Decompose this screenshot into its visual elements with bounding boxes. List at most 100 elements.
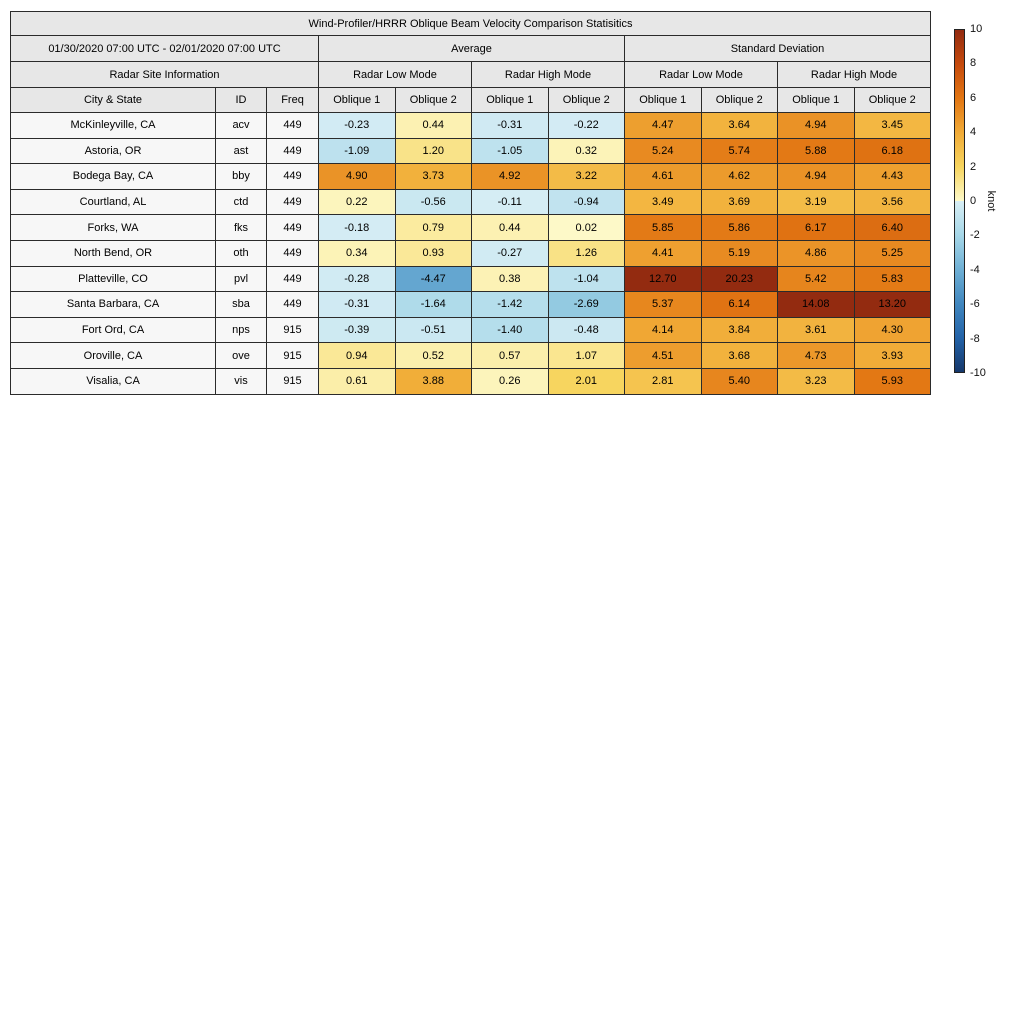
id-cell: pvl [215, 265, 267, 293]
value-cell: 4.73 [777, 342, 855, 369]
freq-cell: 915 [266, 367, 319, 395]
value-cell: -0.27 [471, 239, 549, 267]
value-cell: 0.26 [471, 367, 549, 395]
city-cell: Astoria, OR [10, 137, 216, 165]
value-cell: -1.42 [471, 291, 549, 318]
colorbar-tick-label: 2 [970, 160, 977, 173]
value-cell: 5.83 [853, 265, 931, 293]
value-cell: 3.22 [547, 163, 625, 190]
table-row: Courtland, AL ctd 449 0.22 -0.56 -0.11 -0.94 3.… [10, 188, 931, 216]
freq-cell: 449 [266, 214, 319, 241]
table-row: Oroville, CA ove 915 0.94 0.52 0.57 1.07 4.51 3.… [10, 342, 931, 369]
value-cell: 0.79 [394, 214, 472, 241]
value-cell: 3.23 [777, 367, 855, 395]
value-cell: -1.04 [547, 265, 625, 293]
date-range: 01/30/2020 07:00 UTC - 02/01/2020 07:00 … [10, 35, 319, 62]
city-cell: Forks, WA [10, 214, 216, 241]
colorbar-tick-label: -10 [970, 367, 986, 379]
id-cell: oth [215, 239, 267, 267]
value-cell: 3.88 [394, 367, 472, 395]
value-cell: 3.93 [853, 342, 931, 369]
value-cell: 5.25 [853, 239, 931, 267]
colorbar-unit-label: knot [985, 190, 997, 212]
value-cell: 14.08 [777, 291, 855, 318]
value-cell: 6.17 [777, 214, 855, 241]
freq-cell: 915 [266, 316, 319, 344]
value-cell: 0.02 [547, 214, 625, 241]
column-header-oblique2: Oblique 2 [394, 87, 472, 113]
id-cell: ast [215, 137, 267, 165]
value-cell: -1.64 [394, 291, 472, 318]
value-cell: 1.07 [547, 342, 625, 369]
colorbar-tick-label: 0 [970, 195, 977, 207]
value-cell: -4.47 [394, 265, 472, 293]
colorbar [954, 29, 965, 373]
freq-cell: 449 [266, 239, 319, 267]
table-row: Platteville, CO pvl 449 -0.28 -4.47 0.38 -1.04… [10, 265, 931, 293]
freq-cell: 915 [266, 342, 319, 369]
id-cell: acv [215, 112, 267, 139]
value-cell: 5.85 [624, 214, 702, 241]
value-cell: 4.90 [318, 163, 396, 190]
id-cell: bby [215, 163, 267, 190]
value-cell: 1.20 [394, 137, 472, 165]
value-cell: 3.68 [700, 342, 778, 369]
value-cell: 12.70 [624, 265, 702, 293]
value-cell: 0.57 [471, 342, 549, 369]
value-cell: 0.32 [547, 137, 625, 165]
id-cell: nps [215, 316, 267, 344]
freq-cell: 449 [266, 265, 319, 293]
colorbar-tick-label: 6 [970, 91, 977, 104]
value-cell: 2.01 [547, 367, 625, 395]
freq-cell: 449 [266, 137, 319, 165]
city-cell: Visalia, CA [10, 367, 216, 395]
value-cell: 3.73 [394, 163, 472, 190]
id-cell: ctd [215, 188, 267, 216]
value-cell: 3.56 [853, 188, 931, 216]
value-cell: -0.18 [318, 214, 396, 241]
value-cell: 4.61 [624, 163, 702, 190]
table-row: Santa Barbara, CA sba 449 -0.31 -1.64 -1.42 -2… [10, 291, 931, 318]
value-cell: 4.41 [624, 239, 702, 267]
table-row: Visalia, CA vis 915 0.61 3.88 0.26 2.01 2.81 5.4… [10, 367, 931, 395]
value-cell: 3.84 [700, 316, 778, 344]
value-cell: 5.24 [624, 137, 702, 165]
value-cell: -1.40 [471, 316, 549, 344]
value-cell: 5.40 [700, 367, 778, 395]
value-cell: 0.44 [471, 214, 549, 241]
city-cell: Fort Ord, CA [10, 316, 216, 344]
group-header-site-info: Radar Site Information [10, 61, 319, 88]
id-cell: sba [215, 291, 267, 318]
column-header-oblique1: Oblique 1 [471, 87, 549, 113]
value-cell: 3.49 [624, 188, 702, 216]
column-header-id: ID [215, 87, 267, 113]
value-cell: 5.88 [777, 137, 855, 165]
id-cell: fks [215, 214, 267, 241]
table-row: McKinleyville, CA acv 449 -0.23 0.44 -0.31 -0.… [10, 112, 931, 139]
value-cell: 5.93 [853, 367, 931, 395]
colorbar-tick-label: -4 [970, 263, 980, 276]
value-cell: 4.51 [624, 342, 702, 369]
value-cell: 1.26 [547, 239, 625, 267]
group-header-average: Average [318, 35, 625, 62]
id-cell: ove [215, 342, 267, 369]
value-cell: -0.28 [318, 265, 396, 293]
city-cell: McKinleyville, CA [10, 112, 216, 139]
value-cell: 5.86 [700, 214, 778, 241]
value-cell: -0.22 [547, 112, 625, 139]
group-header-std-deviation: Standard Deviation [624, 35, 931, 62]
value-cell: 6.14 [700, 291, 778, 318]
colorbar-tick-label: 8 [970, 57, 977, 70]
city-cell: Bodega Bay, CA [10, 163, 216, 190]
value-cell: 4.47 [624, 112, 702, 139]
column-header-freq: Freq [266, 87, 319, 113]
value-cell: -0.94 [547, 188, 625, 216]
colorbar-tick-label: 4 [970, 126, 977, 139]
group-header-avg-high-mode: Radar High Mode [471, 61, 625, 88]
value-cell: -1.05 [471, 137, 549, 165]
column-header-oblique2: Oblique 2 [547, 87, 625, 113]
value-cell: 3.61 [777, 316, 855, 344]
value-cell: 4.30 [853, 316, 931, 344]
value-cell: -0.56 [394, 188, 472, 216]
value-cell: 0.93 [394, 239, 472, 267]
